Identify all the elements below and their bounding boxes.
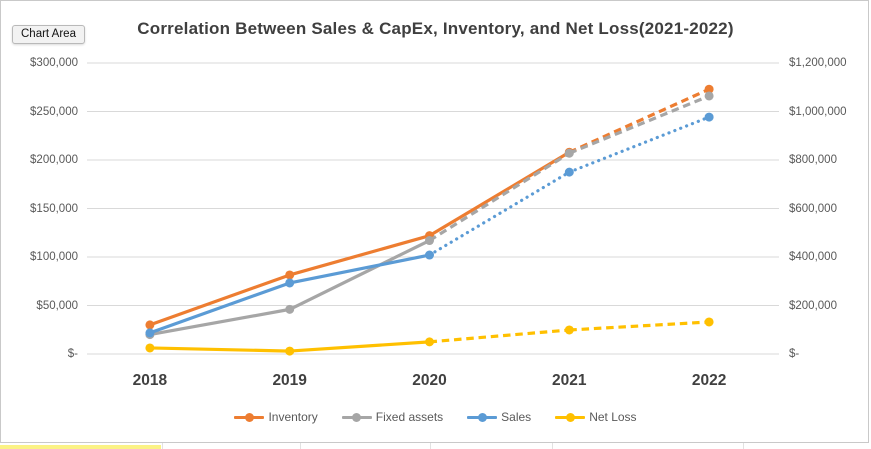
series-point-fixed-assets[interactable] — [564, 148, 574, 158]
series-segment-fixed-assets[interactable] — [149, 307, 290, 337]
worksheet-gridline — [300, 443, 301, 449]
series-segment-sales[interactable] — [567, 115, 711, 174]
chart-area-tooltip: Chart Area — [12, 25, 85, 44]
y-axis-right-tick-label[interactable]: $600,000 — [789, 202, 837, 215]
series-segment-fixed-assets[interactable] — [288, 239, 431, 311]
legend-item-label: Sales — [501, 410, 532, 424]
y-axis-right-tick-label[interactable]: $- — [789, 348, 800, 360]
series-point-fixed-assets[interactable] — [425, 236, 434, 246]
y-axis-left-tick-label[interactable]: $100,000 — [30, 251, 78, 263]
series-segment-inventory[interactable] — [149, 273, 291, 327]
series-segment-inventory[interactable] — [289, 234, 430, 277]
series-point-net-loss[interactable] — [564, 325, 574, 335]
legend-dot-icon — [352, 412, 362, 422]
series-point-sales[interactable] — [704, 112, 714, 122]
series-point-inventory[interactable] — [704, 84, 714, 94]
legend-item-fixed-assets[interactable]: Fixed assets — [341, 410, 444, 424]
y-axis-left-tick-label[interactable]: $250,000 — [30, 105, 78, 118]
series-point-fixed-assets[interactable] — [704, 91, 714, 101]
series-segment-net-loss[interactable] — [429, 328, 570, 344]
worksheet-row[interactable] — [0, 443, 871, 449]
legend-item-inventory[interactable]: Inventory — [234, 410, 318, 424]
y-axis-left-tick-label[interactable]: $150,000 — [30, 202, 78, 215]
x-axis-tick-label[interactable]: 2022 — [691, 372, 727, 389]
series-segment-sales[interactable] — [427, 170, 571, 257]
series-point-net-loss[interactable] — [425, 337, 434, 347]
series-segment-fixed-assets[interactable] — [568, 94, 710, 155]
legend-dot-icon — [244, 412, 254, 422]
series-segment-sales[interactable] — [289, 253, 430, 285]
y-axis-right-tick-label[interactable]: $1,000,000 — [789, 105, 847, 118]
series-segment-net-loss[interactable] — [569, 320, 710, 332]
y-axis-left-tick-label[interactable]: $200,000 — [30, 154, 78, 166]
y-axis-left-tick-label[interactable]: $- — [67, 348, 78, 360]
legend-marker-icon — [555, 412, 586, 422]
y-axis-right-tick-label[interactable]: $1,200,000 — [789, 57, 847, 69]
series-point-sales[interactable] — [145, 328, 155, 338]
worksheet-gridline — [162, 443, 163, 449]
series-point-net-loss[interactable] — [145, 343, 155, 353]
legend-dot-icon — [477, 412, 487, 422]
legend-item-label: Inventory — [268, 410, 318, 424]
series-point-sales[interactable] — [285, 278, 295, 288]
worksheet-gridline — [552, 443, 553, 449]
x-axis-tick-label[interactable]: 2021 — [552, 372, 587, 389]
legend-marker-icon — [234, 412, 265, 422]
legend-item-sales[interactable]: Sales — [467, 410, 531, 424]
legend-marker-icon — [467, 412, 498, 422]
legend-dot-icon — [565, 412, 575, 422]
series-segment-fixed-assets[interactable] — [428, 151, 571, 242]
chart-title[interactable]: Correlation Between Sales & CapEx, Inven… — [137, 19, 734, 38]
legend[interactable]: Inventory Fixed assets Sales Net Loss — [0, 410, 871, 424]
y-axis-right-tick-label[interactable]: $400,000 — [789, 251, 837, 263]
x-axis-tick-label[interactable]: 2020 — [412, 372, 447, 389]
highlighted-cell[interactable] — [0, 445, 161, 449]
legend-marker-icon — [341, 412, 372, 422]
legend-item-label: Fixed assets — [375, 410, 444, 424]
y-axis-left-tick-label[interactable]: $300,000 — [30, 57, 78, 69]
series-point-sales[interactable] — [425, 250, 434, 260]
y-axis-right-tick-label[interactable]: $200,000 — [789, 299, 837, 312]
series-point-inventory[interactable] — [285, 270, 295, 280]
worksheet-gridline — [430, 443, 431, 449]
legend-item-label: Net Loss — [589, 410, 637, 424]
tooltip-label: Chart Area — [21, 28, 76, 40]
legend-item-net-loss[interactable]: Net Loss — [555, 410, 637, 424]
series-segment-net-loss[interactable] — [289, 340, 430, 353]
series-point-fixed-assets[interactable] — [285, 304, 295, 314]
series-point-net-loss[interactable] — [704, 317, 714, 327]
x-axis-tick-label[interactable]: 2019 — [272, 372, 307, 389]
series-segment-sales[interactable] — [149, 281, 291, 335]
series-point-net-loss[interactable] — [285, 346, 295, 356]
series-segment-net-loss[interactable] — [149, 346, 290, 353]
series-point-inventory[interactable] — [145, 320, 155, 330]
series-segment-inventory[interactable] — [568, 87, 710, 154]
y-axis-left-tick-label[interactable]: $50,000 — [36, 299, 78, 312]
x-axis-tick-label[interactable]: 2018 — [132, 372, 168, 389]
y-axis-right-tick-label[interactable]: $800,000 — [789, 154, 837, 166]
series-point-sales[interactable] — [564, 167, 574, 177]
worksheet-gridline — [743, 443, 744, 449]
